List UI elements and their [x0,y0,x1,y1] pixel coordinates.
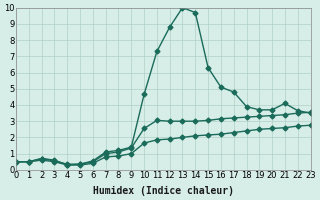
X-axis label: Humidex (Indice chaleur): Humidex (Indice chaleur) [93,186,234,196]
